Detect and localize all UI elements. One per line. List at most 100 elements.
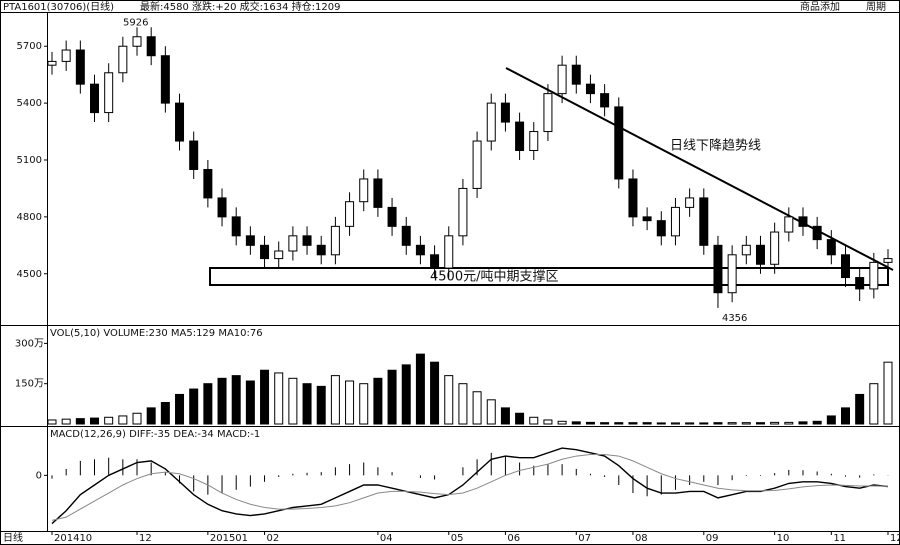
- y-tick-label: 300万: [15, 338, 44, 349]
- candle-body: [359, 178, 369, 203]
- candle-body: [784, 216, 794, 233]
- candle-body: [345, 201, 355, 227]
- volume-bar: [869, 383, 879, 425]
- macd-dea-line: [51, 453, 889, 521]
- candle-body: [713, 244, 723, 294]
- volume-bar: [47, 419, 57, 425]
- candle-body: [387, 206, 397, 227]
- trend-line: [505, 67, 894, 271]
- candle-body: [146, 36, 156, 57]
- volume-bar: [656, 422, 666, 425]
- header: PTA1601(30706)(日线): [3, 0, 114, 13]
- candle-body: [401, 225, 411, 246]
- candle-body: [47, 60, 57, 66]
- x-tick-label: 10: [777, 533, 790, 544]
- candle-body: [330, 225, 340, 256]
- volume-bar: [302, 383, 312, 425]
- header-info: 最新:4580 涨跌:+20 成交:1634 持仓:1209: [140, 0, 340, 13]
- candle-body: [883, 258, 893, 263]
- candle-body: [812, 225, 822, 241]
- candle-body: [840, 254, 850, 279]
- menu-item[interactable]: 周期: [866, 1, 886, 13]
- x-tick-label: 201501: [210, 533, 248, 544]
- volume-title: VOL(5,10) VOLUME:230 MA5:129 MA10:76: [50, 328, 263, 339]
- candle-body: [670, 206, 680, 237]
- candle-body: [628, 178, 638, 218]
- volume-bar: [415, 353, 425, 425]
- candle-body: [132, 36, 142, 47]
- volume-bar: [614, 422, 624, 425]
- candle-body: [373, 178, 383, 208]
- volume-bar: [585, 421, 595, 425]
- x-tick-label: 05: [451, 533, 464, 544]
- candle-body: [741, 244, 751, 256]
- volume-bar: [642, 422, 652, 425]
- candle-body: [118, 45, 128, 74]
- support-zone: [209, 267, 889, 286]
- candle-body: [529, 131, 539, 152]
- volume-bar: [387, 369, 397, 425]
- volume-bar: [812, 420, 822, 425]
- volume-bar: [529, 416, 539, 425]
- volume-bar: [146, 407, 156, 425]
- y-tick-label: 150万: [15, 379, 44, 390]
- candle-body: [245, 235, 255, 246]
- high-annotation: 5926: [123, 17, 148, 28]
- candle-body: [699, 197, 709, 246]
- volume-bar: [826, 415, 836, 425]
- candle-body: [642, 216, 652, 222]
- volume-bar: [699, 422, 709, 425]
- volume-bar: [713, 422, 723, 425]
- candle-body: [486, 102, 496, 142]
- candle-body: [500, 102, 510, 123]
- candle-body: [770, 231, 780, 265]
- volume-bar: [472, 391, 482, 425]
- x-tick-label: 08: [635, 533, 648, 544]
- candle-body: [585, 83, 595, 95]
- volume-bar: [260, 369, 270, 425]
- x-tick-label: 09: [706, 533, 719, 544]
- candle-body: [160, 55, 170, 104]
- volume-bar: [515, 412, 525, 425]
- y-tick-label: 5100: [17, 155, 42, 166]
- candle-body: [600, 93, 610, 108]
- candle-body: [288, 235, 298, 252]
- volume-bar: [430, 361, 440, 425]
- volume-bar: [104, 416, 114, 425]
- candle-body: [727, 254, 737, 294]
- volume-bar: [231, 375, 241, 425]
- x-tick-label: 12: [890, 533, 900, 544]
- volume-bar: [840, 407, 850, 425]
- volume-bar: [90, 417, 100, 425]
- x-tick-label: 201410: [54, 533, 92, 544]
- volume-bar: [444, 375, 454, 425]
- menu-item[interactable]: 商品添加: [800, 0, 840, 13]
- volume-bar: [217, 377, 227, 425]
- candle-body: [855, 277, 865, 290]
- candle-body: [557, 64, 567, 95]
- y-tick-label: 5400: [17, 98, 42, 109]
- trend-label: 日线下降趋势线: [670, 138, 761, 154]
- x-tick-label: 07: [578, 533, 591, 544]
- candle-body: [543, 93, 553, 133]
- volume-bar: [741, 422, 751, 425]
- volume-bar: [203, 383, 213, 425]
- volume-bar: [316, 385, 326, 425]
- low-annotation: 4356: [722, 313, 747, 324]
- macd-title: MACD(12,26,9) DIFF:-35 DEA:-34 MACD:-1: [50, 429, 260, 440]
- volume-bar: [330, 375, 340, 425]
- volume-bar: [557, 420, 567, 425]
- candle-body: [458, 187, 468, 237]
- candle-body: [515, 121, 525, 152]
- candle-body: [444, 235, 454, 269]
- candle-body: [869, 261, 879, 290]
- x-axis-label: 日线: [3, 531, 23, 544]
- y-tick-label: 0: [36, 470, 42, 481]
- volume-bar: [359, 383, 369, 425]
- volume-bar: [118, 415, 128, 425]
- volume-bar: [160, 402, 170, 425]
- candle-body: [217, 197, 227, 218]
- volume-bar: [883, 361, 893, 425]
- volume-bar: [571, 421, 581, 425]
- volume-bar: [132, 412, 142, 425]
